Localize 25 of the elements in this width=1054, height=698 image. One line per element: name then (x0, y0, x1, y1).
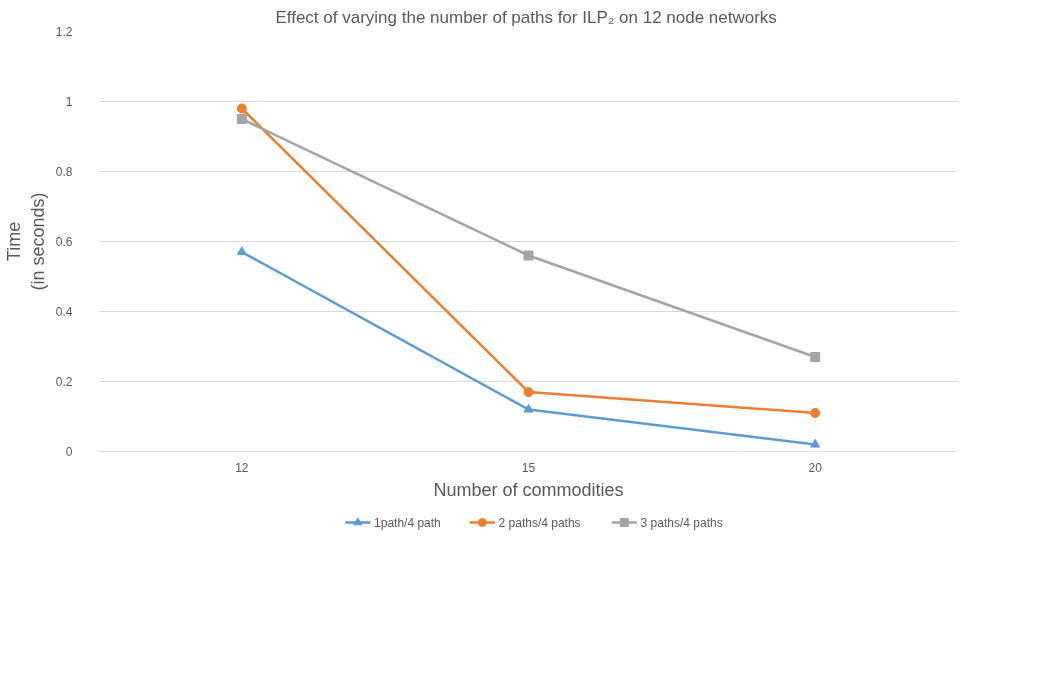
point (236, 114, 247, 124)
y-axis-title: Time (in seconds) (3, 192, 48, 291)
point (810, 352, 821, 362)
point (523, 403, 534, 413)
legend-label: 1path/4 path (374, 515, 441, 530)
point (523, 250, 534, 261)
point (236, 246, 247, 256)
y-tick-label: 1 (65, 95, 73, 109)
point (810, 408, 821, 418)
chart-title: Effect of varying the number of paths for ILP₂ on 12 node networks (275, 7, 777, 27)
point (523, 387, 534, 397)
legend-label: 3 paths/4 paths (640, 515, 723, 530)
point (236, 103, 247, 114)
x-tick-label: 15 (521, 460, 536, 475)
y-tick-label: 1.2 (55, 25, 73, 39)
x-tick-label: 20 (808, 460, 823, 475)
y-tick-label: 0.4 (55, 305, 73, 319)
x-axis-title: Number of commodities (433, 479, 624, 500)
y-tick-label: 0.6 (55, 235, 73, 249)
point (810, 438, 821, 448)
y-tick-label: 0 (65, 445, 73, 459)
x-tick-label: 12 (235, 460, 249, 475)
legend-label: 2 paths/4 paths (498, 515, 581, 530)
y-tick-label: 0.8 (55, 165, 73, 179)
y-tick-label: 0.2 (55, 375, 73, 389)
